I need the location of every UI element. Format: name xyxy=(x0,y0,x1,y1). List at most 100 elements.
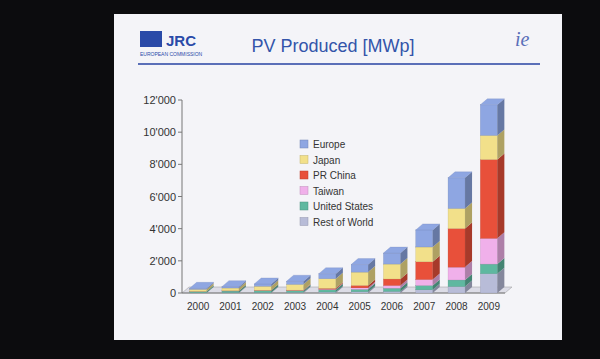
badge: ie xyxy=(515,28,530,50)
bars xyxy=(190,99,505,293)
slide xyxy=(114,14,562,340)
bar-segment xyxy=(319,274,336,279)
legend-swatch xyxy=(300,140,308,148)
y-tick-label: 12'000 xyxy=(143,94,176,106)
y-tick xyxy=(178,196,182,197)
bar-segment xyxy=(190,291,207,292)
bar-segment xyxy=(480,160,497,239)
bar-segment xyxy=(351,285,368,287)
floor xyxy=(182,287,512,293)
bar-segment xyxy=(416,247,433,262)
legend-swatch xyxy=(300,171,308,179)
bar-segment xyxy=(416,285,433,289)
bar-segment xyxy=(383,264,400,279)
legend-label: PR China xyxy=(313,170,356,181)
y-tick xyxy=(178,293,182,294)
y-tick xyxy=(178,132,182,133)
bar-segment xyxy=(448,287,465,293)
logo: JRC xyxy=(166,32,196,49)
bar-top xyxy=(448,172,472,178)
y-tick xyxy=(178,100,182,101)
legend-swatch xyxy=(300,187,308,195)
bar-segment xyxy=(222,288,239,291)
bar-segment xyxy=(383,285,400,288)
legend-swatch xyxy=(300,202,308,210)
bar-side xyxy=(465,172,472,209)
legend-swatch xyxy=(300,156,308,164)
bar-top xyxy=(222,281,246,287)
legend-label: Taiwan xyxy=(313,186,344,197)
bar-segment xyxy=(480,105,497,136)
x-tick-label: 2003 xyxy=(284,301,307,312)
bar-segment xyxy=(319,290,336,292)
x-tick-label: 2004 xyxy=(316,301,339,312)
bar-segment xyxy=(448,229,465,268)
bar-segment xyxy=(351,272,368,285)
x-tick-label: 2008 xyxy=(445,301,468,312)
legend-label: United States xyxy=(313,201,373,212)
bar-side xyxy=(497,99,504,136)
bar-segment xyxy=(416,230,433,247)
bar-segment xyxy=(319,289,336,291)
eu-flag xyxy=(140,31,162,47)
legend-label: Europe xyxy=(313,139,346,150)
bar-segment xyxy=(480,274,497,293)
bar-segment xyxy=(448,280,465,287)
x-tick-label: 2001 xyxy=(219,301,242,312)
bar-side xyxy=(497,154,504,239)
x-tick-label: 2000 xyxy=(187,301,210,312)
bar-segment xyxy=(287,284,304,290)
header-rule xyxy=(138,63,540,65)
bar-segment xyxy=(416,279,433,285)
bar-segment xyxy=(383,288,400,291)
bar-segment xyxy=(287,281,304,284)
x-tick-label: 2009 xyxy=(478,301,501,312)
legend-label: Japan xyxy=(313,155,340,166)
x-tick-label: 2006 xyxy=(381,301,404,312)
y-tick xyxy=(178,228,182,229)
background xyxy=(0,0,600,359)
bar-top xyxy=(480,99,504,105)
y-tick xyxy=(178,164,182,165)
x-tick-label: 2007 xyxy=(413,301,436,312)
bar-segment xyxy=(351,288,368,289)
bar-top xyxy=(383,247,407,253)
y-tick-label: 2'000 xyxy=(149,255,176,267)
org: EUROPEAN COMMISSION xyxy=(140,51,203,57)
legend-label: Rest of World xyxy=(313,217,373,228)
x-tick-label: 2002 xyxy=(252,301,275,312)
y-tick-label: 10'000 xyxy=(143,126,176,138)
bar-segment xyxy=(351,292,368,293)
y-tick xyxy=(178,260,182,261)
bar-top xyxy=(416,224,440,230)
legend-swatch xyxy=(300,218,308,226)
bar-segment xyxy=(480,238,497,264)
canvas: JRCEUROPEAN COMMISSIONiePV Produced [MWp… xyxy=(0,0,600,359)
bar-segment xyxy=(448,178,465,209)
y-tick-label: 0 xyxy=(170,287,176,299)
y-tick-label: 8'000 xyxy=(149,158,176,170)
bar-segment xyxy=(416,262,433,280)
bar-top xyxy=(254,278,278,284)
bar-segment xyxy=(190,292,207,293)
x-tick-label: 2005 xyxy=(349,301,372,312)
bar-segment xyxy=(416,290,433,293)
bar-top xyxy=(190,282,214,288)
bar-segment xyxy=(448,267,465,280)
bar-segment xyxy=(287,291,304,293)
y-tick-label: 4'000 xyxy=(149,223,176,235)
bar-segment xyxy=(222,291,239,293)
bar-segment xyxy=(383,291,400,293)
bar-top xyxy=(351,259,375,265)
bar-segment xyxy=(222,287,239,288)
y-tick-label: 6'000 xyxy=(149,191,176,203)
bar-segment xyxy=(254,291,271,293)
bar-segment xyxy=(480,135,497,159)
bar-segment xyxy=(254,286,271,290)
bar-segment xyxy=(319,279,336,289)
bar-segment xyxy=(351,289,368,291)
bar-segment xyxy=(383,279,400,285)
bar-segment xyxy=(190,289,207,291)
bar-segment xyxy=(383,253,400,264)
bar-side xyxy=(465,223,472,268)
